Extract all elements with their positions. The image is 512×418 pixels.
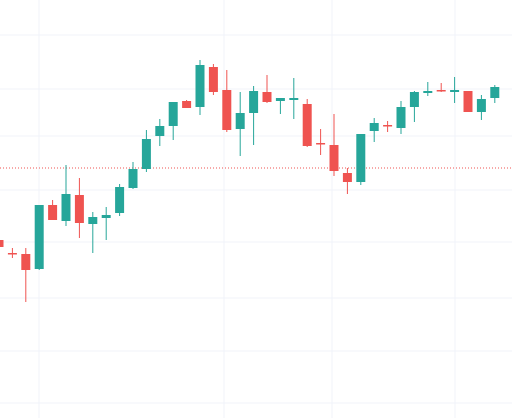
candle-body-33 <box>436 90 446 92</box>
candle-body-30 <box>396 107 406 128</box>
candle-body-14 <box>182 101 192 108</box>
candle-body-4 <box>48 205 58 220</box>
candle-body-2 <box>21 254 31 270</box>
candle-11[interactable] <box>141 130 151 172</box>
candle-18[interactable] <box>235 92 245 156</box>
candle-15[interactable] <box>195 60 205 115</box>
candle-10[interactable] <box>128 162 138 189</box>
candle-3[interactable] <box>34 205 44 270</box>
candle-body-27 <box>356 134 366 182</box>
candle-4[interactable] <box>48 200 58 220</box>
candle-14[interactable] <box>182 100 192 108</box>
candle-2[interactable] <box>21 248 31 302</box>
candle-0[interactable] <box>0 236 4 253</box>
candle-body-0 <box>0 240 4 247</box>
candle-body-22 <box>289 98 299 100</box>
candle-5[interactable] <box>61 165 71 226</box>
candle-body-3 <box>34 205 44 269</box>
candle-22[interactable] <box>289 78 299 119</box>
candle-31[interactable] <box>409 91 419 122</box>
candle-37[interactable] <box>490 85 500 103</box>
candle-body-5 <box>61 194 71 221</box>
candle-30[interactable] <box>396 101 406 134</box>
candle-body-12 <box>155 126 165 136</box>
candles <box>0 60 500 302</box>
candle-12[interactable] <box>155 119 165 146</box>
candle-body-6 <box>74 195 84 223</box>
candle-body-32 <box>423 91 433 93</box>
candle-20[interactable] <box>262 75 272 103</box>
candle-9[interactable] <box>115 184 125 216</box>
candle-32[interactable] <box>423 82 433 96</box>
candle-23[interactable] <box>302 99 312 147</box>
candle-8[interactable] <box>101 207 111 240</box>
candle-6[interactable] <box>74 178 84 238</box>
candle-body-31 <box>409 92 419 107</box>
candle-body-21 <box>275 98 285 101</box>
candle-27[interactable] <box>356 134 366 185</box>
candle-7[interactable] <box>88 212 98 253</box>
candle-body-11 <box>141 139 151 169</box>
candle-13[interactable] <box>168 102 178 140</box>
candle-36[interactable] <box>476 95 486 120</box>
candle-body-15 <box>195 65 205 107</box>
candle-17[interactable] <box>222 70 232 132</box>
candle-24[interactable] <box>316 129 326 155</box>
candle-19[interactable] <box>249 86 259 145</box>
candle-body-23 <box>302 104 312 146</box>
candle-body-26 <box>342 173 352 182</box>
candle-body-34 <box>450 90 460 92</box>
candle-25[interactable] <box>329 114 339 176</box>
candle-body-19 <box>249 91 259 113</box>
candle-body-36 <box>476 99 486 112</box>
candle-34[interactable] <box>450 77 460 103</box>
candle-29[interactable] <box>383 121 393 132</box>
candle-body-20 <box>262 92 272 102</box>
candle-35[interactable] <box>463 91 473 112</box>
candle-33[interactable] <box>436 83 446 92</box>
candle-1[interactable] <box>7 248 17 258</box>
candle-body-18 <box>235 113 245 129</box>
candle-21[interactable] <box>275 98 285 114</box>
candle-body-8 <box>101 215 111 218</box>
candle-body-10 <box>128 169 138 188</box>
candle-28[interactable] <box>369 118 379 142</box>
candle-body-35 <box>463 91 473 112</box>
candle-body-1 <box>7 253 17 255</box>
candle-16[interactable] <box>208 64 218 95</box>
candle-body-24 <box>316 143 326 145</box>
candle-body-16 <box>208 67 218 92</box>
candle-body-29 <box>383 125 393 127</box>
candle-body-9 <box>115 187 125 213</box>
candle-body-13 <box>168 102 178 126</box>
candle-body-25 <box>329 145 339 171</box>
candle-body-37 <box>490 87 500 98</box>
candle-body-7 <box>88 217 98 224</box>
candle-26[interactable] <box>342 168 352 194</box>
candle-body-28 <box>369 123 379 131</box>
candle-body-17 <box>222 90 232 130</box>
